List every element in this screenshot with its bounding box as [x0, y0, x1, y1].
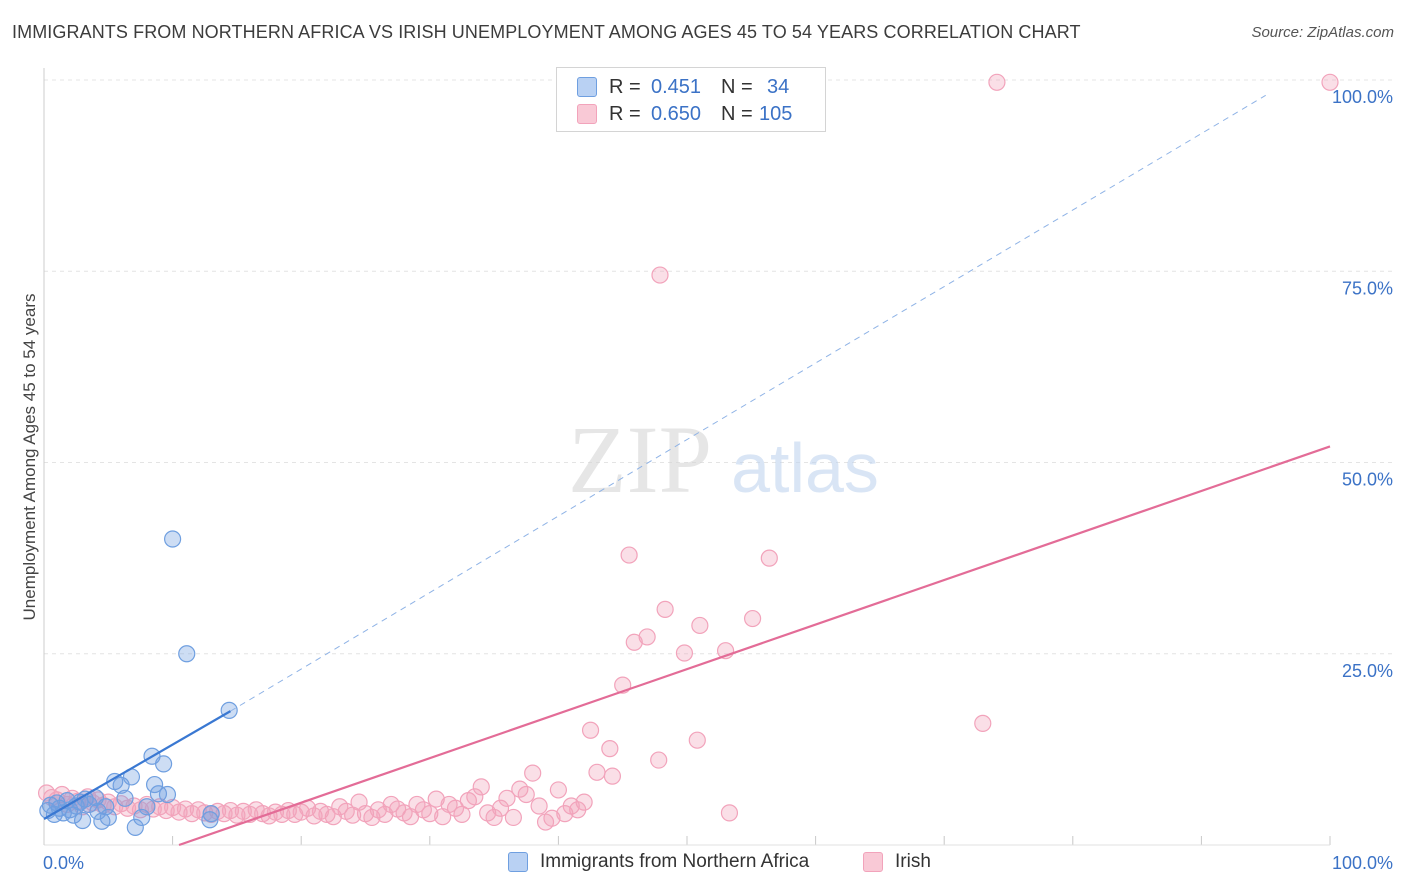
irish-point — [466, 788, 484, 806]
irish-point — [575, 793, 593, 811]
irish-point — [427, 790, 445, 808]
northern-africa-point — [178, 645, 196, 663]
northern-africa-point — [202, 805, 220, 823]
y-tick-label: 25.0% — [1342, 661, 1393, 681]
legend-n-value: 34 — [767, 75, 790, 98]
irish-point — [603, 767, 622, 785]
legend-r-value: 0.650 — [651, 102, 702, 125]
irish-point — [638, 628, 656, 646]
y-tick-label: 100.0% — [1332, 87, 1393, 107]
northern-africa-point — [149, 785, 168, 803]
irish-point — [1321, 73, 1339, 91]
irish-point — [549, 781, 568, 799]
gridlines — [44, 79, 1393, 846]
series-legend-irish: Irish — [863, 851, 931, 873]
y-tick-label: 50.0% — [1342, 470, 1393, 490]
irish-point — [988, 73, 1006, 91]
series-legend: Immigrants from Northern Africa Irish — [0, 851, 1406, 877]
watermark-atlas: atlas — [731, 429, 879, 507]
irish-point — [625, 633, 643, 651]
irish-point — [601, 740, 619, 758]
irish-point — [974, 714, 992, 732]
irish-point — [376, 805, 394, 824]
northern-africa-point — [158, 785, 177, 804]
irish-point — [650, 751, 668, 769]
series-legend-label: Irish — [895, 851, 931, 872]
x-tick-label-max: 100.0% — [1332, 853, 1393, 873]
legend-swatch-blue — [577, 77, 597, 97]
irish-point — [453, 805, 471, 824]
y-axis-title: Unemployment Among Ages 45 to 54 years — [20, 294, 39, 621]
series-legend-northern-africa: Immigrants from Northern Africa — [508, 851, 809, 873]
legend-n-value: 105 — [759, 102, 793, 125]
legend-n-label: N = — [721, 75, 753, 98]
irish-point — [688, 731, 706, 749]
northern-africa-point — [97, 798, 115, 816]
irish-point — [691, 616, 709, 635]
northern-africa-point — [138, 798, 156, 816]
trend-lines — [43, 94, 1331, 847]
irish-points — [37, 73, 1339, 831]
x-tick-label-min: 0.0% — [43, 853, 84, 873]
irish-point — [675, 644, 694, 662]
irish-point — [581, 721, 600, 739]
irish-point — [760, 549, 778, 567]
legend-r-label: R = — [609, 75, 641, 98]
northern-africa-point — [116, 789, 134, 807]
chart-title: IMMIGRANTS FROM NORTHERN AFRICA VS IRISH… — [12, 22, 1081, 42]
irish-point — [446, 799, 465, 817]
series-legend-label: Immigrants from Northern Africa — [540, 851, 810, 872]
irish-trend-line — [178, 445, 1331, 847]
northern-africa-point — [80, 795, 98, 814]
legend-r-label: R = — [609, 102, 641, 125]
legend-row-northern-africa: R = 0.451 N = 34 — [577, 74, 789, 100]
irish-point — [421, 805, 439, 823]
legend-row-irish: R = 0.650 N = 105 — [577, 101, 792, 127]
source-label: Source: ZipAtlas.com — [1251, 24, 1394, 41]
irish-point — [472, 778, 490, 796]
irish-point — [543, 809, 561, 827]
irish-point — [504, 808, 522, 827]
northern-africa-point — [154, 755, 173, 773]
northern-africa-trend-extension — [230, 94, 1266, 712]
y-tick-label: 75.0% — [1342, 278, 1393, 298]
irish-point — [743, 609, 762, 628]
irish-point — [324, 808, 342, 826]
irish-point — [651, 266, 669, 284]
irish-point — [524, 764, 542, 782]
irish-point — [620, 546, 638, 564]
y-tick-labels: 25.0% 50.0% 75.0% 100.0% — [1332, 87, 1393, 681]
irish-point — [656, 600, 674, 618]
irish-point — [517, 785, 535, 804]
irish-point — [720, 804, 739, 822]
legend-n-label: N = — [721, 102, 753, 125]
irish-point — [588, 763, 606, 781]
northern-africa-point — [99, 808, 117, 827]
northern-africa-point — [133, 808, 151, 827]
series-swatch-pink — [863, 852, 883, 872]
northern-africa-point — [73, 811, 92, 830]
northern-africa-trend-line — [43, 710, 232, 820]
legend-swatch-pink — [577, 104, 597, 124]
series-swatch-blue — [508, 852, 528, 872]
northern-africa-point — [164, 530, 182, 548]
legend-r-value: 0.451 — [651, 75, 702, 98]
northern-africa-point — [201, 811, 219, 829]
northern-africa-point — [145, 775, 164, 794]
correlation-legend: R = 0.451 N = 34 R = 0.650 N = 105 — [556, 67, 826, 132]
irish-point — [530, 797, 548, 815]
irish-point — [498, 789, 516, 807]
watermark-zip: ZIP — [568, 406, 712, 513]
northern-africa-point — [126, 818, 144, 837]
irish-point — [485, 808, 503, 827]
irish-point — [491, 799, 510, 817]
northern-africa-points — [39, 530, 238, 837]
